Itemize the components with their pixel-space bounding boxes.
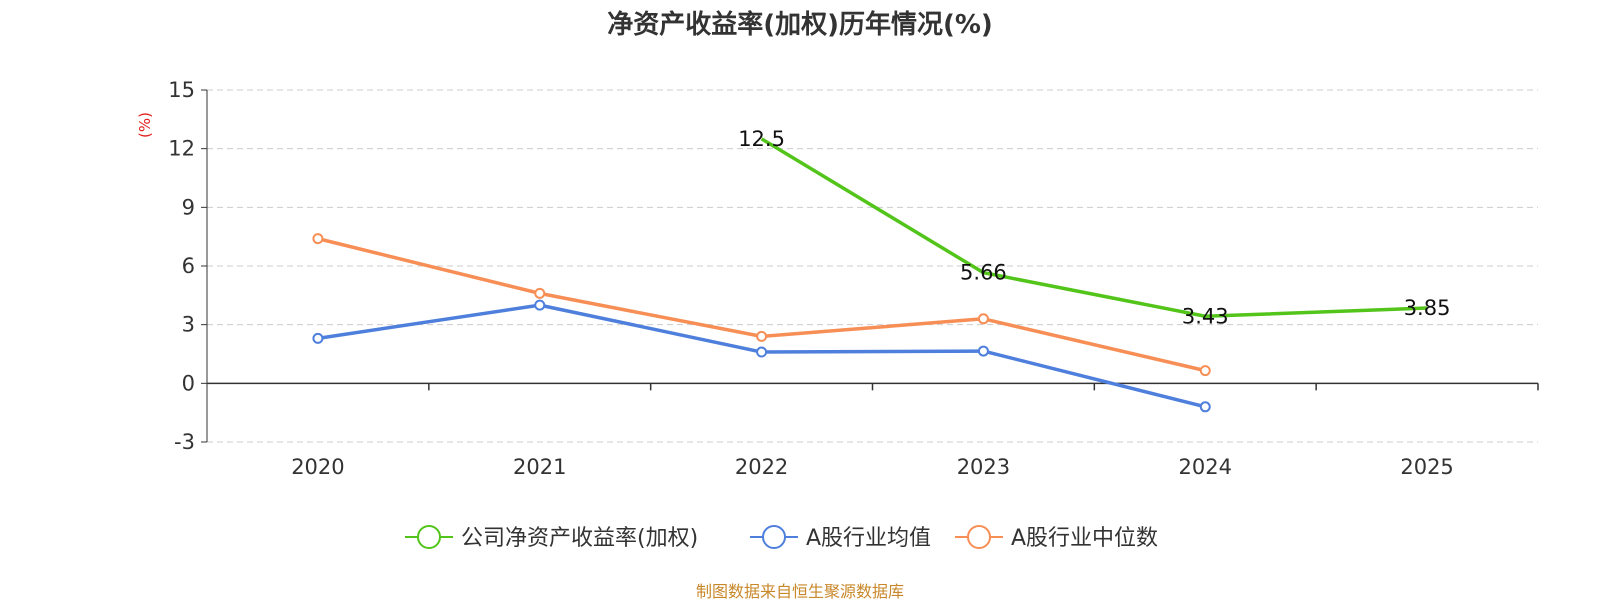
data-point (312, 233, 324, 245)
legend-marker-icon (417, 525, 441, 549)
legend-label: A股行业均值 (806, 526, 931, 551)
x-tick-label: 2024 (1179, 455, 1232, 479)
y-tick-label: 0 (182, 371, 195, 395)
data-point (756, 330, 768, 342)
legend-marker-icon (967, 525, 991, 549)
y-tick-label: 15 (168, 78, 195, 102)
data-point (977, 345, 989, 357)
legend-item: A股行业均值 (750, 525, 931, 551)
x-tick-label: 2023 (957, 455, 1010, 479)
data-label: 3.43 (1182, 304, 1229, 328)
axis-layer: 15 12 9 6 3 0 -3 2020 2021 2022 2023 2024 2025 (168, 78, 1539, 479)
legend-item: A股行业中位数 (955, 525, 1158, 551)
chart-title: 净资产收益率(加权)历年情况(%) (607, 10, 993, 40)
label-layer: 12.5 5.66 3.43 3.85 (738, 127, 1450, 328)
y-tick-label: -3 (174, 430, 195, 454)
data-point (1199, 365, 1211, 377)
data-point (312, 332, 324, 344)
legend-label: 公司净资产收益率(加权) (461, 526, 698, 551)
legend: 公司净资产收益率(加权) A股行业均值 A股行业中位数 (405, 525, 1158, 551)
x-tick-label: 2022 (735, 455, 788, 479)
series-line-0 (760, 137, 1428, 319)
y-tick-label: 9 (182, 195, 195, 219)
x-tick-label: 2021 (513, 455, 566, 479)
data-point (1199, 401, 1211, 413)
data-point (756, 346, 768, 358)
y-tick-label: 6 (182, 254, 195, 278)
data-label: 3.85 (1404, 296, 1451, 320)
x-tick-label: 2025 (1400, 455, 1453, 479)
y-tick-label: 12 (168, 137, 195, 161)
data-label: 12.5 (738, 127, 785, 151)
data-point (534, 287, 546, 299)
data-point (977, 313, 989, 325)
source-note: 制图数据来自恒生聚源数据库 (695, 582, 904, 601)
data-label: 5.66 (960, 261, 1007, 285)
y-axis-title: (%) (136, 112, 154, 138)
legend-marker-icon (762, 525, 786, 549)
data-point (534, 299, 546, 311)
legend-label: A股行业中位数 (1011, 526, 1158, 551)
series-layer (312, 137, 1428, 413)
x-tick-label: 2020 (291, 455, 344, 479)
y-tick-label: 3 (182, 313, 195, 337)
legend-item: 公司净资产收益率(加权) (405, 525, 698, 551)
